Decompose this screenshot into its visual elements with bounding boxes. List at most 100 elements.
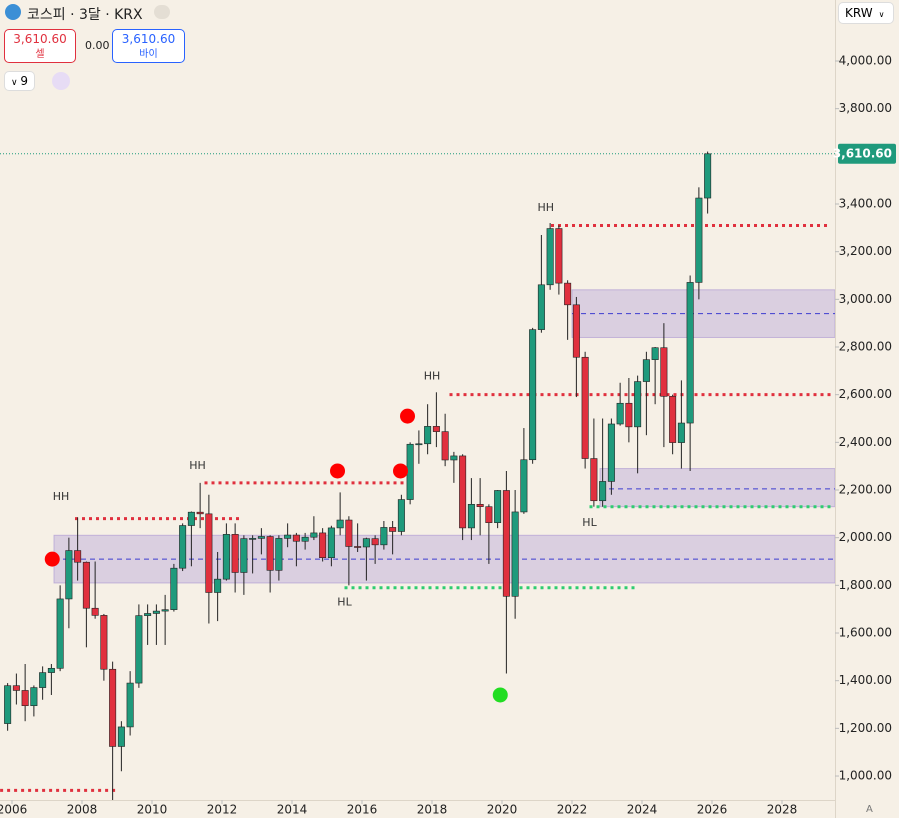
- candle-body: [642, 359, 650, 382]
- x-tick-label: 2028: [767, 803, 798, 817]
- candle-body: [502, 490, 510, 597]
- candle-body: [432, 426, 440, 432]
- symbol-title[interactable]: 코스피 · 3달 · KRX: [27, 7, 143, 23]
- candle-body: [520, 459, 528, 513]
- x-tick-label: 2022: [557, 803, 588, 817]
- candle-body: [257, 536, 265, 539]
- scale-mode[interactable]: A: [866, 804, 873, 815]
- y-tick-label: 3,800.00: [839, 101, 892, 115]
- signal-dot: [393, 463, 409, 479]
- candle-body: [179, 525, 187, 569]
- x-tick-label: 2018: [417, 803, 448, 817]
- candle-body: [266, 536, 274, 571]
- candle-body: [389, 527, 397, 532]
- zone: [599, 468, 835, 508]
- candle-body: [301, 536, 309, 542]
- candle-body: [485, 506, 493, 523]
- signal-dot: [330, 463, 346, 479]
- candle-body: [660, 347, 668, 397]
- candle-body: [21, 690, 29, 707]
- x-tick-label: 2014: [277, 803, 308, 817]
- candle-body: [135, 615, 143, 684]
- candle-body: [275, 538, 283, 571]
- buy-label: 바이: [139, 49, 158, 60]
- candle-body: [310, 532, 318, 538]
- candle-body: [537, 284, 545, 330]
- x-tick-label: 2008: [67, 803, 98, 817]
- candle-body: [91, 607, 99, 616]
- candle-body: [450, 455, 458, 461]
- symbol-icon: [5, 4, 21, 20]
- candle-body: [117, 726, 125, 747]
- pivot-label: HL: [337, 596, 352, 609]
- pivot-label: HH: [537, 201, 554, 214]
- currency: KRW: [845, 6, 873, 20]
- candle-body: [284, 534, 292, 539]
- spread: 0.00: [85, 39, 110, 52]
- candle-body: [30, 687, 38, 707]
- y-tick-label: 2,600.00: [839, 387, 892, 401]
- candle-body: [415, 443, 423, 446]
- candle-body: [686, 282, 694, 424]
- candle-body: [511, 511, 519, 597]
- candle-body: [109, 668, 117, 747]
- sell-price: 3,610.60: [13, 32, 67, 46]
- sell-button[interactable]: 3,610.60 셀: [4, 29, 76, 63]
- candle-body: [441, 431, 449, 461]
- buy-price: 3,610.60: [121, 32, 176, 46]
- collapse-button[interactable]: [154, 5, 170, 19]
- currency-button[interactable]: KRW ∨: [838, 2, 894, 24]
- price-label-box: [838, 143, 896, 164]
- y-tick-label: 3,400.00: [839, 196, 892, 210]
- y-tick-label: 4,000.00: [839, 53, 892, 67]
- x-tick-label: 2006: [0, 803, 27, 817]
- candle-body: [336, 519, 344, 529]
- candle-body: [319, 532, 327, 558]
- candle-body: [564, 282, 572, 306]
- candle-body: [704, 153, 712, 199]
- y-tick-label: 1,800.00: [839, 578, 892, 592]
- candle-body: [371, 538, 379, 546]
- candle-body: [677, 422, 685, 443]
- candle-body: [345, 519, 353, 547]
- signal-dot: [492, 687, 508, 703]
- candle-body: [205, 513, 213, 593]
- candle-body: [152, 610, 160, 614]
- candle-body: [196, 511, 204, 515]
- y-tick-label: 3,200.00: [839, 244, 892, 258]
- y-tick-label: 1,000.00: [839, 769, 892, 783]
- candle-body: [590, 458, 598, 502]
- y-tick-label: 1,200.00: [839, 721, 892, 735]
- y-tick-label: 2,800.00: [839, 340, 892, 354]
- candle-body: [214, 578, 222, 593]
- candle-body: [74, 550, 82, 563]
- candle-body: [240, 538, 248, 573]
- indicator-toggle[interactable]: ∨ 9: [4, 71, 35, 91]
- x-tick-label: 2024: [627, 803, 658, 817]
- pivot-label: HH: [189, 459, 206, 472]
- candle-body: [625, 402, 633, 428]
- candle-body: [82, 561, 90, 609]
- plot-area: HH HH HL HH HH HL: [0, 151, 835, 800]
- y-tick-label: 2,200.00: [839, 483, 892, 497]
- x-tick-label: 2012: [207, 803, 238, 817]
- candle-body: [494, 490, 502, 523]
- y-tick-label: 1,600.00: [839, 626, 892, 640]
- candle-body: [467, 504, 475, 529]
- candle-body: [362, 538, 370, 548]
- candle-body: [424, 426, 432, 445]
- candle-body: [354, 546, 362, 548]
- y-tick-label: 2,000.00: [839, 530, 892, 544]
- signal-dot: [400, 408, 416, 424]
- candle-body: [651, 347, 659, 360]
- pivot-label: HH: [424, 370, 441, 383]
- candle-body: [292, 534, 300, 542]
- candle-body: [695, 197, 703, 283]
- refresh-button[interactable]: [52, 72, 70, 90]
- buy-button[interactable]: 3,610.60 바이: [112, 29, 185, 63]
- candle-body: [616, 402, 624, 425]
- candle-body: [170, 567, 178, 610]
- sell-label: 셀: [35, 49, 45, 60]
- candle-body: [144, 613, 152, 616]
